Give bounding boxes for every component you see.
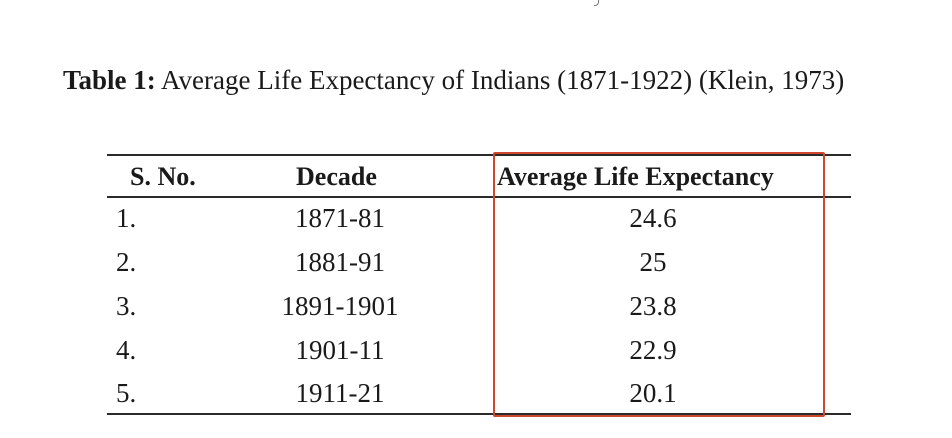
table-row-1-life-expectancy: 24.6 <box>629 203 677 233</box>
stray-mark <box>594 0 599 6</box>
table-row-2-decade: 1881-91 <box>295 247 385 277</box>
table-row-4-sno: 4. <box>116 335 137 365</box>
table-row-3-decade: 1891-1901 <box>281 291 399 321</box>
table-row-3-life-expectancy: 23.8 <box>629 291 677 321</box>
column-header-sno: S. No. <box>130 162 196 191</box>
table-row-4-decade: 1901-11 <box>295 335 385 365</box>
caption-label: Table 1: <box>63 65 156 95</box>
table-row-1-decade: 1871-81 <box>295 203 385 233</box>
table-row-4-life-expectancy: 22.9 <box>629 335 677 365</box>
table-row-1-sno: 1. <box>116 203 137 233</box>
column-header-life-expectancy: Average Life Expectancy <box>497 162 774 191</box>
caption-text: Average Life Expectancy of Indians (1871… <box>155 65 845 95</box>
table-top-rule <box>107 154 851 156</box>
table-row-3-sno: 3. <box>116 291 137 321</box>
table-caption: Table 1: Average Life Expectancy of Indi… <box>63 62 844 98</box>
column-header-decade: Decade <box>296 162 377 191</box>
table-row-5-decade: 1911-21 <box>295 378 385 408</box>
table-row-5-life-expectancy: 20.1 <box>629 378 677 408</box>
table-row-2-life-expectancy: 25 <box>639 247 667 277</box>
table-row-2-sno: 2. <box>116 247 137 277</box>
table-header-rule <box>107 196 851 198</box>
table-row-5-sno: 5. <box>116 378 137 408</box>
table-bottom-rule <box>107 413 851 415</box>
